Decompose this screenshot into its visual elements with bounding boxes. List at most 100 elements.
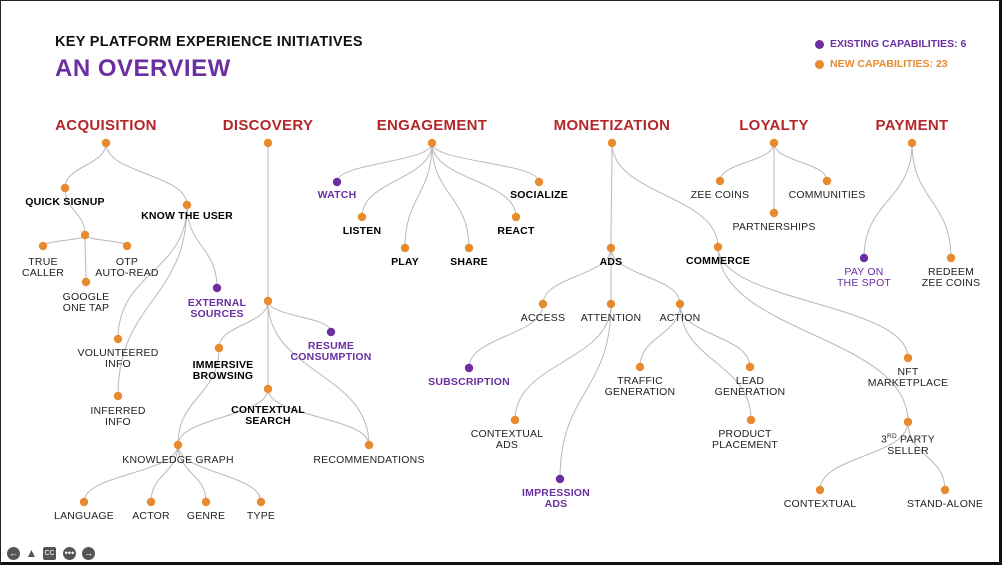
connector-com-nft [717,246,909,359]
connector-ktu-ext [186,204,218,289]
node-genre: GENRE [186,510,226,522]
node-traffic-generation: TRAFFIC GENERATION [604,375,676,398]
node-dot-dis [263,138,273,148]
node-language: LANGUAGE [54,510,114,522]
connector-com-tps [717,246,909,423]
connector-kg-typ [177,444,262,503]
legend-existing: EXISTING CAPABILITIES: 6 [815,38,966,50]
node-dot-cads [510,415,520,425]
node-dot-sub [464,363,474,373]
connector-kg-lang [83,444,179,503]
connector-mon-com [611,142,719,248]
node-type: TYPE [246,510,276,522]
node-dot-loy [769,138,779,148]
connector-qsj-got [84,234,87,283]
node-react: REACT [497,225,535,237]
connector-imm-kg [177,347,220,446]
node-dot-com [713,242,723,252]
heading-acquisition: ACQUISITION [55,117,157,134]
connector-tps-sta [907,421,946,491]
node-dot-mon [607,138,617,148]
node-dot-tra [635,362,645,372]
node-socialize: SOCIALIZE [510,189,568,201]
connector-pay-pos [863,142,913,259]
heading-monetization: MONETIZATION [553,117,671,134]
connector-acn-pp [679,303,752,421]
node-third-party-seller: 3RD PARTY SELLER [881,433,935,457]
node-play: PLAY [391,256,419,268]
node-zee-coins: ZEE COINS [690,189,750,201]
node-dot-sta [940,485,950,495]
node-dot-nft [903,353,913,363]
node-knowledge-graph: KNOWLEDGE GRAPH [122,454,234,466]
node-attention: ATTENTION [580,312,642,324]
node-dot-ctx [815,485,825,495]
legend-new-label: NEW CAPABILITIES: 23 [830,58,948,70]
node-dot-rec [364,440,374,450]
connector-eng-pla [404,142,433,249]
node-inferred-info: INFERRED INFO [90,405,146,428]
connector-acc-sub [468,303,544,369]
node-ads: ADS [599,256,623,268]
node-know-the-user: KNOW THE USER [141,210,233,222]
node-dot-acq [101,138,111,148]
node-dot-lea [745,362,755,372]
node-subscription: SUBSCRIPTION [428,376,510,388]
connector-ads-acc [542,247,612,305]
connector-kg-act [150,444,179,503]
node-dot-sha [464,243,474,253]
node-volunteered-info: VOLUNTEERED INFO [77,347,159,370]
connector-acq-ktu [105,142,188,206]
node-dot-gen [201,497,211,507]
connector-att-imp [559,303,612,480]
node-dot-pos [859,253,869,263]
connector-eng-lis [361,142,433,218]
node-dot-qsj [80,230,90,240]
connector-cs-kg [177,388,269,446]
node-dot-cs [263,384,273,394]
connector-tps-ctx [819,421,909,491]
node-dot-otp [122,241,132,251]
node-contextual: CONTEXTUAL [783,498,857,510]
forward-icon[interactable]: → [82,547,95,560]
connector-acn-tra [639,303,681,368]
node-dot-ads [606,243,616,253]
back-icon[interactable]: ← [7,547,20,560]
node-dot-par [769,208,779,218]
heading-discovery: DISCOVERY [222,117,314,134]
connector-eng-wat [336,142,433,183]
connector-cs-rec [267,388,370,446]
pen-icon[interactable]: ▲ [25,546,38,560]
node-share: SHARE [450,256,488,268]
heading-payment: PAYMENT [875,117,949,134]
node-recommendations: RECOMMENDATIONS [313,454,425,466]
connector-qsj-otp [84,234,128,247]
node-dot-lis [357,212,367,222]
connector-mon-ads [610,142,613,249]
node-google-one-tap: GOOGLE ONE TAP [62,291,110,314]
connector-ktu-vol [117,204,188,340]
node-otp-auto-read: OTP AUTO-READ [95,256,159,279]
node-dot-tps [903,417,913,427]
node-dot-tc [38,241,48,251]
node-access: ACCESS [520,312,566,324]
node-dot-ext [212,283,222,293]
connector-qs-qsj [64,187,86,236]
node-contextual-ads: CONTEXTUAL ADS [470,428,544,451]
node-immersive-browsing: IMMERSIVE BROWSING [192,359,254,382]
node-dot-wat [332,177,342,187]
more-icon[interactable]: ••• [63,547,76,560]
node-dot-vol [113,334,123,344]
node-dot-got [81,277,91,287]
node-dot-kg [173,440,183,450]
node-communities: COMMUNITIES [788,189,866,201]
legend-existing-label: EXISTING CAPABILITIES: 6 [830,38,967,50]
node-dot-soc [534,177,544,187]
captions-icon[interactable]: CC [43,547,56,560]
node-dot-inf [113,391,123,401]
node-dot-lang [79,497,89,507]
node-dot-imm [214,343,224,353]
slide-subtitle: AN OVERVIEW [55,55,231,82]
